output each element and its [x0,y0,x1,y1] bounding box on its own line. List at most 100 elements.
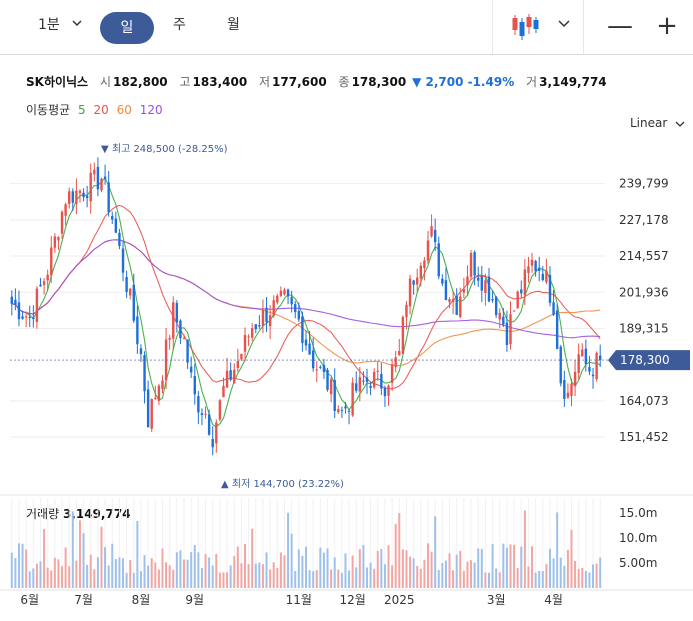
candle-body [93,169,96,175]
candle-body [294,304,297,313]
candle-body [380,373,383,389]
candle-body [128,288,132,296]
volume-bar [64,547,67,588]
volume-bar [172,569,175,588]
ma-label: 이동평균 [26,103,71,117]
volume-bar [380,549,383,588]
candle-body [570,383,573,396]
candle-body [455,295,458,315]
candle-body [24,316,28,318]
volume-bar [276,567,279,588]
volume-bar [215,553,218,588]
ma-20: 20 [93,103,109,117]
volume-bar [466,561,469,588]
chevron-down-icon [558,20,570,28]
candle-body [466,276,469,286]
volume-bar [491,544,494,588]
candle-body [154,397,157,399]
volume-bar [434,516,437,588]
volume-bar [86,564,89,588]
candle-body [333,379,336,411]
volume-bar [265,552,268,588]
volume-bar [527,566,530,588]
candle-body [50,247,53,276]
y-tick-label: 164,073 [619,394,669,408]
candle-body [426,240,430,261]
tab-week[interactable]: 주 [173,17,186,33]
volume-bar [480,548,483,588]
volume-bar [365,567,368,588]
volume-bar [383,564,386,588]
candle-body [193,376,196,395]
volume-bar [136,520,139,588]
candle-body [261,309,265,326]
volume-bar [175,552,178,588]
volume-bar [211,565,214,588]
volume-bar [315,570,318,588]
x-tick-label: 6월 [20,593,39,607]
candle-body [430,226,433,237]
candle-body [211,438,214,448]
volume-bar [592,564,595,588]
volume-bar [570,529,573,588]
volume-bar [147,565,150,588]
chart-type-button[interactable] [492,0,584,54]
candle-body [121,248,125,273]
y-tick-label: 201,936 [619,285,669,299]
volume-bar [401,549,404,588]
volume-bar [28,571,31,588]
volume-bar [165,562,168,588]
candle-body [100,178,103,191]
open-label: 시 [99,75,111,89]
scale-selector[interactable]: Linear [630,116,685,130]
high-value: 183,400 [192,75,248,89]
candle-body [243,334,247,352]
candle-body [111,215,114,220]
candle-body [150,399,153,429]
candle-body [39,284,42,287]
volume-bar [10,552,13,588]
volume-bar [279,552,282,588]
candle-body [584,348,588,365]
candle-body [494,296,498,316]
candle-body [534,260,537,272]
candle-body [498,312,501,320]
volume-bar [330,569,333,588]
tab-month[interactable]: 월 [227,17,240,33]
volume-panel-title: 거래량 3,149,774 [26,505,131,522]
candle-body [53,236,57,248]
zoom-out-button[interactable]: — [607,11,633,41]
volume-bar [308,570,311,588]
candle-body [408,278,412,307]
candle-body [477,277,480,281]
candle-body [372,372,376,388]
candle-body [290,297,293,305]
volume-bar [448,553,451,588]
low-label: 저 [259,75,271,89]
volume-tick-label: 5.00m [619,556,657,570]
candle-body [383,387,387,397]
candle-body [35,288,39,322]
tab-day[interactable]: 일 [100,12,154,44]
volume-bar [240,563,243,588]
volume-bar [355,567,358,588]
volume-bar [75,560,78,588]
x-tick-label: 7월 [74,593,93,607]
chevron-down-icon[interactable] [72,18,82,28]
zoom-in-button[interactable]: + [656,11,678,41]
volume-bar [548,548,551,588]
candle-body [405,304,408,318]
open-value: 182,800 [112,75,168,89]
candle-body [423,260,426,269]
volume-bar [183,559,186,588]
candle-body [89,172,92,202]
volume-bar [531,546,534,588]
volume-bar [89,554,92,588]
candle-body [168,338,171,340]
candle-body [329,379,333,395]
volume-bar [505,547,508,588]
candle-body [107,182,110,213]
candle-body [433,229,437,243]
interval-selector[interactable]: 1분 [38,17,60,33]
